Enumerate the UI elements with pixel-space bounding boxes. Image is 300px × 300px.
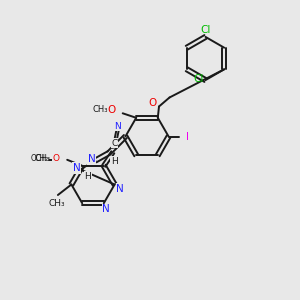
Text: C: C <box>111 139 117 148</box>
Text: N: N <box>116 184 124 194</box>
Text: H: H <box>85 172 91 181</box>
Text: H: H <box>111 157 118 166</box>
Text: N: N <box>73 163 81 173</box>
Text: CH₃: CH₃ <box>48 199 65 208</box>
Text: O: O <box>148 98 157 109</box>
Text: N: N <box>114 122 121 131</box>
Text: N: N <box>102 204 110 214</box>
Text: N: N <box>88 154 96 164</box>
Text: C: C <box>111 139 117 148</box>
Text: CH₂: CH₂ <box>34 154 49 163</box>
Text: O: O <box>52 154 59 163</box>
Text: Cl: Cl <box>200 25 211 35</box>
Text: CH₃: CH₃ <box>92 105 108 114</box>
Text: Cl: Cl <box>194 74 204 84</box>
Text: I: I <box>186 131 189 142</box>
Text: O: O <box>107 105 116 115</box>
Text: OCH₃: OCH₃ <box>30 154 50 163</box>
